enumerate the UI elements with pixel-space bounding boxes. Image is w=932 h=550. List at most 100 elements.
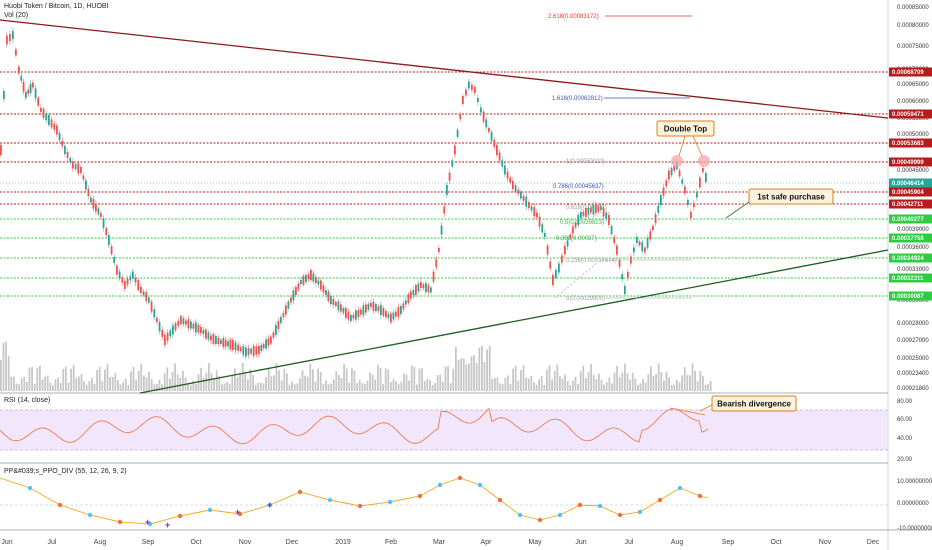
candle-body [440,225,443,235]
candle-body [587,207,590,215]
volume-bar [293,384,296,391]
candle-body [352,314,355,319]
candle-body [561,255,563,263]
candle-body [592,204,595,215]
volume-bar [621,372,624,391]
volume-bar [483,361,486,391]
candle-body [102,218,105,228]
candle-body [108,235,110,245]
volume-bar [351,368,353,391]
volume-bar [369,372,371,391]
ppo-dot [327,497,333,503]
volume-bar [546,369,548,391]
volume-bar [447,366,449,391]
candle-body [430,287,432,293]
price-axis[interactable]: 0.000850000.000800000.000750000.00070000… [897,5,929,392]
price-tick-label: 0.00055000 [897,116,929,122]
candle-body [50,119,53,128]
volume-bar [241,363,244,391]
volume-bar [572,380,574,391]
time-tick-label: Jul [48,539,57,546]
price-plate [889,233,932,243]
candle-body [590,207,592,213]
volume-bar [10,376,13,391]
ppo-dot [557,512,563,518]
candle-body [66,152,69,158]
volume-bar [384,368,387,391]
rsi-axis: 80.00 60.00 40.00 20.00 [897,399,913,463]
candle-body [549,261,552,269]
candle-body [332,299,335,305]
volume-bar [371,374,374,391]
candle-body [644,247,646,253]
time-axis[interactable]: Jun Jul Aug Sep Oct Nov Dec 2019 Feb Mar Apr May Jun… [1,539,879,546]
volume-bar [457,359,460,391]
volume-bar [244,371,247,391]
volume-bar [564,374,566,391]
candle-body [690,212,692,218]
volume-bar [28,367,31,391]
candle-body [337,301,340,311]
price-plate-label: 0.00068709 [892,70,924,76]
candle-body [164,335,166,345]
candle-body [340,304,342,312]
candle-body [687,200,689,205]
volume-bar [20,378,23,391]
candle-body [474,87,476,93]
candle-body [627,272,629,278]
ppo-dot [237,511,243,517]
volume-bar [189,384,192,391]
volume-bar [566,381,569,391]
volume-bar [624,363,626,391]
candle-body [577,215,580,225]
candle-body [9,34,11,41]
safe-purchase-callout: 1st safe purchase [725,188,834,219]
volume-bar [348,382,351,391]
volume-bar [431,384,434,391]
candle-body [520,191,522,199]
candle-body [169,330,172,337]
time-tick-label: Oct [771,539,782,546]
time-tick-label: Nov [819,539,832,546]
candle-body [207,332,210,340]
candle-body [621,274,624,280]
volume-bar [226,381,228,391]
volume-bar [278,370,280,391]
volume-bar [309,363,312,391]
volume-bar [70,368,72,391]
volume-bar [161,384,163,391]
volume-bar [312,369,314,391]
ppo-dot [617,512,623,518]
volume-bar [465,364,468,391]
candle-body [533,207,536,217]
volume-bar [31,367,33,391]
candle-body [42,108,45,118]
volume-bar [85,384,88,391]
candle-body [528,202,530,208]
volume-bar [452,368,455,391]
volume-bar [644,382,647,391]
volume-bar [46,375,49,391]
volume-bar [665,371,668,391]
volume-bar [455,347,457,391]
candle-body [290,297,292,303]
rsi-tick-label: 40.00 [897,436,913,442]
candle-body [670,168,673,176]
candle-body [569,234,572,239]
fib-0786: 0.786(0.00045637) [553,184,604,190]
ascending-trendline [139,249,889,394]
candle-body [132,271,134,279]
price-plate-label: 0.00045904 [892,190,924,196]
candle-body [255,346,258,355]
volume-bar [117,380,119,391]
candle-body [335,302,337,306]
volume-bar [33,383,36,391]
candle-body [395,311,397,317]
volume-bar [41,379,44,391]
price-tick-label: 0.00075000 [897,44,929,50]
time-tick-label: Dec [286,539,299,546]
svg-text:1.618(0.00062812): 1.618(0.00062812) [552,96,603,102]
candle-body [227,341,229,347]
volume-bar [52,384,54,391]
